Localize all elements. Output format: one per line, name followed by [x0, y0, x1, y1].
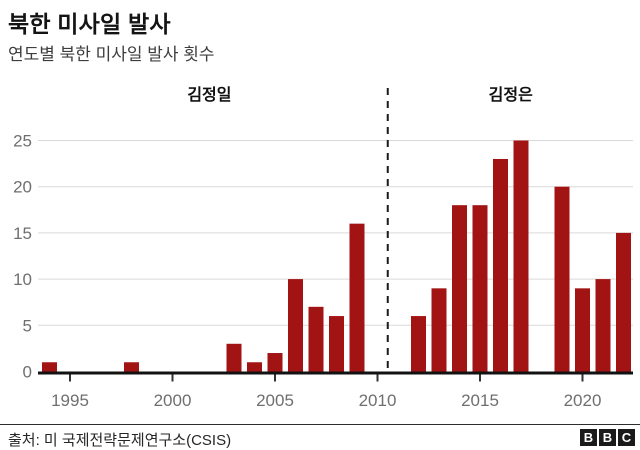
bar-2003 — [226, 343, 242, 372]
era-label: 김정은 — [489, 85, 533, 104]
x-axis-label: 2015 — [461, 391, 499, 410]
bar-2017 — [513, 140, 529, 372]
x-axis-label: 2010 — [359, 391, 397, 410]
missile-launches-bar-chart: 0 5 10 15 20 25 1995 2000 2005 2010 2015 2020 김정일 김정은 — [13, 85, 633, 410]
bar-2007 — [308, 306, 324, 372]
bar-1998 — [124, 362, 139, 372]
page-subtitle: 연도별 북한 미사일 발사 횟수 — [8, 45, 215, 64]
bar-2009 — [349, 223, 365, 372]
bar-1994 — [42, 362, 57, 372]
bar-2005 — [267, 353, 283, 372]
y-axis-label: 15 — [13, 224, 32, 243]
bar-2022 — [616, 232, 631, 372]
bbc-logo-letter: B — [599, 429, 616, 446]
bbc-logo-letter: C — [618, 429, 635, 446]
bar-2019 — [554, 186, 570, 372]
x-axis-label: 2020 — [564, 391, 602, 410]
y-axis-label: 20 — [13, 178, 32, 197]
bar-2008 — [329, 316, 344, 372]
page-title: 북한 미사일 발사 — [8, 11, 171, 37]
bbc-logo-letter: B — [580, 429, 597, 446]
x-axis-label: 1995 — [51, 391, 89, 410]
bar-2021 — [595, 279, 611, 372]
bar-2013 — [431, 288, 447, 372]
era-label: 김정일 — [187, 85, 231, 104]
bar-2006 — [288, 279, 303, 372]
bar-2020 — [575, 288, 590, 372]
y-axis-label: 25 — [13, 132, 32, 151]
bar-2012 — [411, 316, 426, 372]
bbc-logo: B B C — [580, 429, 635, 446]
bar-2014 — [452, 205, 467, 372]
bar-2015 — [472, 205, 488, 372]
footer-divider — [0, 424, 640, 425]
y-axis-label: 5 — [23, 316, 32, 335]
y-axis-label: 0 — [23, 363, 32, 382]
bar-2016 — [493, 158, 508, 372]
x-axis-label: 2005 — [256, 391, 294, 410]
y-axis-label: 10 — [13, 270, 32, 289]
bar-2004 — [247, 362, 262, 372]
x-axis-label: 2000 — [154, 391, 192, 410]
source-label: 출처: 미 국제전략문제연구소(CSIS) — [8, 432, 232, 449]
